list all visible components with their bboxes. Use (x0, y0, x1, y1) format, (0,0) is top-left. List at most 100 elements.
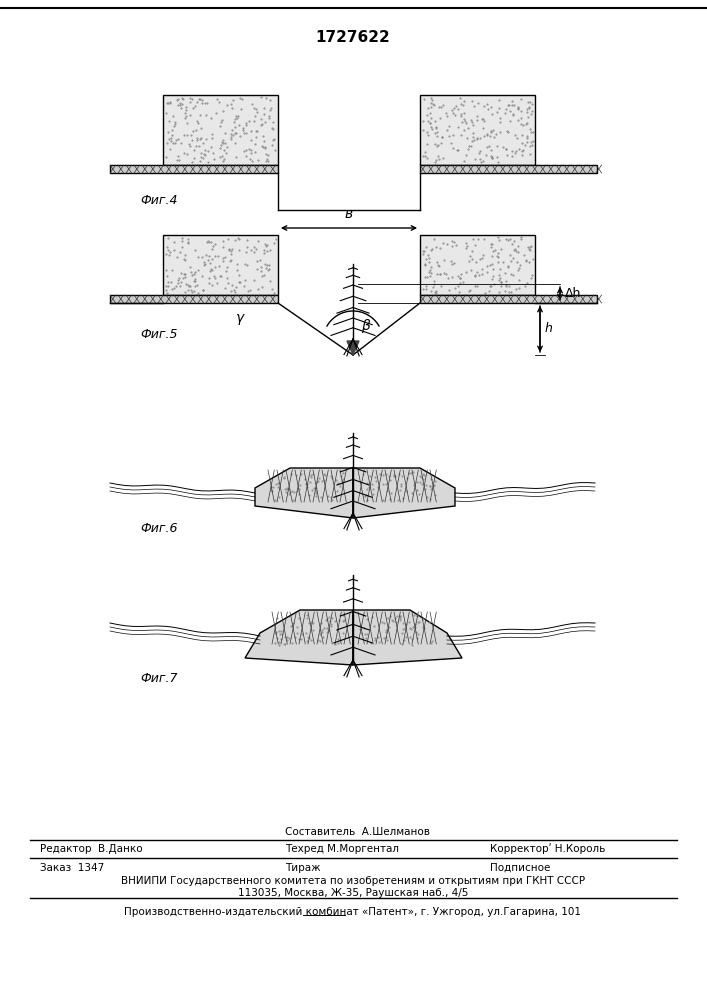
Point (477, 266, 488, 282)
Point (173, 270, 185, 286)
Point (279, 481, 291, 497)
Point (525, 106, 537, 122)
Point (397, 625, 408, 641)
Point (477, 247, 489, 263)
Point (178, 251, 189, 267)
Point (184, 90, 195, 106)
Point (290, 629, 301, 645)
Point (167, 262, 178, 278)
Point (424, 268, 436, 284)
Point (304, 474, 315, 490)
Point (163, 113, 175, 129)
Point (303, 630, 315, 646)
Point (279, 636, 291, 652)
Point (510, 127, 521, 143)
Point (495, 241, 506, 257)
Point (238, 125, 250, 141)
Point (507, 143, 518, 159)
Point (226, 100, 238, 116)
Point (423, 113, 434, 129)
Point (466, 262, 477, 278)
Point (499, 105, 510, 121)
Point (522, 239, 533, 255)
Point (192, 249, 203, 265)
Point (444, 118, 455, 134)
Point (308, 622, 319, 638)
Point (250, 129, 262, 145)
Point (187, 123, 199, 139)
Point (479, 98, 490, 114)
Point (446, 256, 457, 272)
Point (409, 619, 421, 635)
Point (526, 134, 537, 150)
Point (162, 135, 173, 151)
Point (418, 246, 429, 262)
Point (433, 151, 445, 167)
Point (426, 92, 438, 108)
Point (228, 114, 240, 130)
Point (339, 612, 350, 628)
Point (369, 630, 380, 646)
Point (180, 108, 191, 124)
Point (180, 284, 191, 300)
Point (198, 146, 209, 162)
Point (225, 243, 236, 259)
Point (488, 268, 499, 284)
Point (169, 135, 180, 151)
Point (201, 234, 213, 250)
Point (467, 117, 478, 133)
Point (508, 106, 519, 122)
Point (420, 281, 431, 297)
Point (366, 609, 377, 625)
Point (508, 97, 520, 113)
Point (361, 487, 372, 503)
Point (199, 257, 210, 273)
Polygon shape (245, 610, 353, 665)
Point (430, 113, 441, 129)
Point (426, 110, 437, 126)
Point (163, 230, 174, 246)
Point (469, 237, 481, 253)
Point (403, 614, 414, 630)
Point (251, 123, 262, 139)
Point (297, 626, 308, 642)
Point (261, 243, 272, 259)
Point (479, 231, 490, 247)
Point (171, 249, 182, 265)
Point (447, 233, 458, 249)
Point (502, 97, 513, 113)
Point (181, 127, 192, 143)
Text: Заказ  1347: Заказ 1347 (40, 863, 104, 873)
Point (423, 264, 435, 280)
Point (323, 622, 334, 638)
Point (514, 257, 525, 273)
Point (492, 254, 503, 270)
Point (464, 282, 475, 298)
Point (407, 464, 419, 480)
Point (370, 469, 381, 485)
Point (230, 119, 241, 135)
Point (176, 239, 187, 255)
Point (326, 610, 337, 626)
Point (441, 108, 452, 124)
Point (385, 485, 397, 501)
Point (268, 479, 279, 495)
Point (259, 245, 270, 261)
Point (231, 110, 243, 126)
Text: Фиг.4: Фиг.4 (140, 194, 177, 207)
Point (428, 231, 440, 247)
Point (219, 280, 230, 296)
Point (175, 244, 186, 260)
Point (168, 135, 179, 151)
Text: Фиг.5: Фиг.5 (140, 328, 177, 342)
Point (167, 281, 178, 297)
Point (243, 141, 255, 157)
Point (248, 239, 259, 255)
Point (385, 472, 396, 488)
Point (190, 138, 201, 154)
Point (291, 467, 302, 483)
Point (380, 624, 391, 640)
Point (270, 231, 281, 247)
Point (177, 233, 188, 249)
Point (192, 277, 203, 293)
